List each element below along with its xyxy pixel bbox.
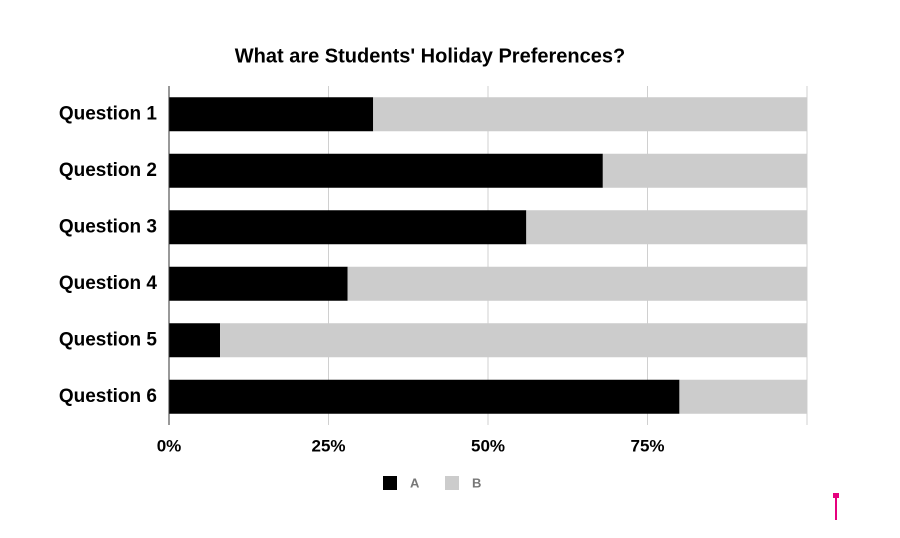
y-tick-label: Question 2 — [59, 160, 157, 181]
bar-segment — [347, 266, 807, 301]
bar-segment — [169, 97, 374, 132]
y-tick-label: Question 6 — [59, 386, 157, 407]
y-tick-label: Question 3 — [59, 216, 157, 237]
bar-segment — [169, 210, 527, 245]
legend-swatch — [383, 476, 397, 490]
x-tick-label: 75% — [630, 436, 664, 455]
bar-segment — [220, 323, 808, 358]
x-tick-label: 0% — [157, 436, 182, 455]
x-tick-label: 25% — [311, 436, 345, 455]
chart-title: What are Students' Holiday Preferences? — [235, 45, 625, 67]
bar-segment — [169, 323, 221, 358]
bar-segment — [679, 379, 807, 414]
x-tick-label: 50% — [471, 436, 505, 455]
bar-segment — [169, 266, 348, 301]
bar-segment — [169, 379, 680, 414]
legend-label: A — [410, 475, 420, 490]
legend-swatch — [445, 476, 459, 490]
bar-segment — [373, 97, 807, 132]
legend-label: B — [472, 475, 481, 490]
y-tick-label: Question 4 — [59, 273, 158, 294]
bar-segment — [602, 153, 807, 188]
bar-segment — [169, 153, 603, 188]
y-tick-label: Question 5 — [59, 329, 158, 350]
y-tick-label: Question 1 — [59, 103, 158, 124]
bar-segment — [526, 210, 807, 245]
